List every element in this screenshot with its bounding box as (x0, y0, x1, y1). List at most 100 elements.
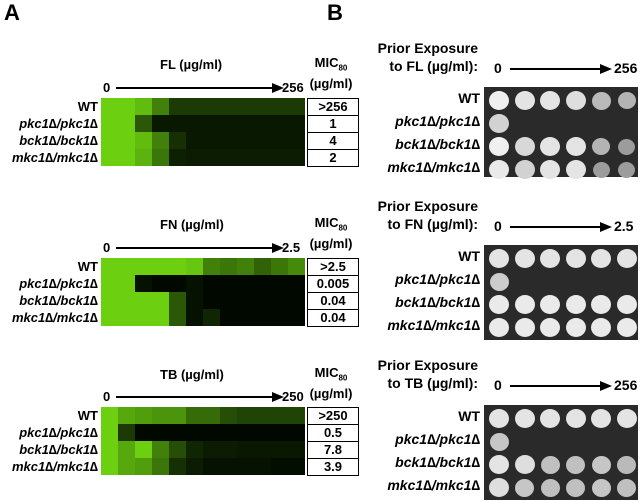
heatmap-cell (135, 275, 152, 292)
colony-spot (489, 249, 509, 268)
heatmap-cell (220, 441, 237, 458)
heatmap-cell (186, 132, 203, 149)
heatmap-cell (288, 407, 305, 424)
plate-strain-label: mkc1∆/mkc1∆ (387, 477, 480, 493)
mic-value: 4 (308, 133, 358, 150)
mic-label: MIC (314, 365, 339, 380)
heatmap-cell (254, 458, 271, 475)
heatmap-cell (186, 258, 203, 275)
colony-spot (540, 318, 560, 337)
prior-arrow (510, 226, 602, 228)
colony-spot (514, 409, 535, 428)
heatmap-cell (203, 258, 220, 275)
heatmap-cell (186, 441, 203, 458)
heatmap-cell (118, 309, 135, 326)
heatmap-cell (203, 275, 220, 292)
colony-spot (617, 455, 636, 474)
colony-spot (565, 409, 586, 428)
mic-subscript: 80 (338, 223, 348, 233)
heatmap-cell (152, 424, 169, 441)
heatmap-cell (152, 132, 169, 149)
heatmap-cell (271, 115, 288, 132)
heatmap-cell (254, 132, 271, 149)
heatmap-cell (118, 98, 135, 115)
mic-value: 1 (308, 116, 358, 133)
strain-label: mkc1∆/mkc1∆ (11, 459, 98, 474)
heatmap-cell (152, 149, 169, 166)
arrow-head-icon (272, 243, 284, 253)
heatmap-cell (118, 132, 135, 149)
mic-table-fn: >2.5 0.005 0.04 0.04 (307, 258, 359, 327)
heatmap-cell (101, 258, 118, 275)
heatmap-cell (152, 407, 169, 424)
colony-spot (489, 318, 509, 337)
colony-spot (592, 161, 610, 178)
colony-spot (566, 478, 585, 497)
prior-max-label: 2.5 (614, 218, 634, 234)
heatmap-cell (135, 132, 152, 149)
colony-spot (489, 114, 509, 133)
heatmap-cell (101, 115, 118, 132)
mic-value: 0.04 (308, 293, 358, 310)
heatmap-cell (254, 309, 271, 326)
colony-spot (489, 432, 509, 451)
colony-spot (616, 249, 637, 268)
mic-header: MIC80 (µg/ml) (303, 55, 359, 91)
colony-spot (514, 160, 535, 179)
prior-max-label: 256 (614, 60, 638, 76)
colony-spot (592, 138, 610, 155)
heatmap-cell (254, 115, 271, 132)
colony-spot (591, 295, 611, 314)
plate-strain-label: WT (458, 408, 480, 424)
arrow-head-icon (272, 392, 284, 402)
heatmap-cell (271, 258, 288, 275)
heatmap-cell (135, 292, 152, 309)
heatmap-cell (118, 441, 135, 458)
axis-min-label: 0 (103, 240, 111, 255)
heatmap-title-fn: FN (µg/ml) (160, 217, 224, 232)
heatmap-cell (288, 458, 305, 475)
prior-exposure-line1: Prior Exposure (377, 198, 478, 214)
heatmap-cell (288, 292, 305, 309)
heatmap-cell (288, 132, 305, 149)
panel-label-b: B (327, 0, 343, 25)
mic-subscript: 80 (338, 63, 348, 73)
heatmap-cell (152, 98, 169, 115)
concentration-arrow (116, 87, 274, 89)
plate-strain-label: pkc1∆/pkc1∆ (395, 271, 480, 287)
heatmap-cell (271, 309, 288, 326)
plate-strain-label: bck1∆/bck1∆ (395, 454, 480, 470)
prior-max-label: 256 (614, 377, 638, 393)
heatmap-cell (118, 292, 135, 309)
mic-label: MIC (314, 55, 339, 70)
heatmap-cell (101, 309, 118, 326)
heatmap-cell (271, 292, 288, 309)
heatmap-cell (203, 149, 220, 166)
heatmap-cell (237, 309, 254, 326)
mic-header-line1: MIC80 (303, 365, 359, 386)
heatmap-fn (101, 258, 305, 326)
heatmap-cell (152, 258, 169, 275)
mic-subscript: 80 (338, 373, 348, 383)
heatmap-cell (254, 441, 271, 458)
heatmap-cell (220, 132, 237, 149)
colony-spot (565, 318, 586, 337)
heatmap-cell (220, 424, 237, 441)
heatmap-cell (237, 258, 254, 275)
mic-units: (µg/ml) (309, 385, 353, 401)
prior-min-label: 0 (494, 218, 502, 234)
mic-header-line1: MIC80 (303, 215, 359, 236)
colony-spot (489, 137, 509, 156)
heatmap-cell (220, 98, 237, 115)
heatmap-cell (237, 132, 254, 149)
heatmap-cell (237, 458, 254, 475)
heatmap-cell (101, 407, 118, 424)
arrow-head-icon (600, 64, 612, 74)
plate-strain-label: bck1∆/bck1∆ (395, 136, 480, 152)
heatmap-cell (186, 309, 203, 326)
heatmap-cell (152, 275, 169, 292)
plate-strain-label: WT (458, 90, 480, 106)
colony-spot (515, 478, 534, 497)
heatmap-cell (169, 441, 186, 458)
heatmap-cell (135, 98, 152, 115)
